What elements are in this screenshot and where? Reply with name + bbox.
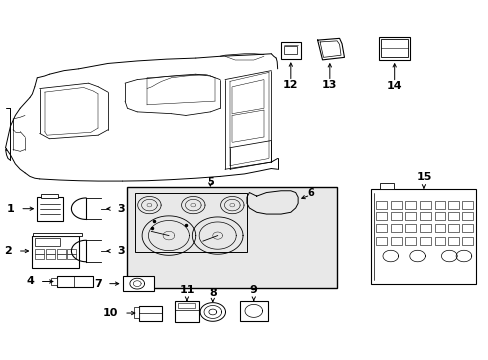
Bar — [447, 201, 458, 209]
Bar — [178, 303, 195, 309]
Bar — [434, 212, 445, 220]
Bar — [390, 224, 401, 231]
Bar — [405, 212, 415, 220]
Bar — [379, 183, 393, 189]
Text: 6: 6 — [306, 188, 313, 198]
Bar — [57, 276, 93, 287]
Bar — [461, 212, 472, 220]
Text: 11: 11 — [179, 285, 194, 295]
Bar — [375, 212, 386, 220]
Bar — [419, 212, 430, 220]
Text: 15: 15 — [415, 172, 431, 182]
Bar — [434, 224, 445, 231]
Bar — [175, 301, 198, 322]
Bar — [122, 276, 154, 291]
Bar — [390, 201, 401, 209]
Bar — [37, 197, 62, 221]
Bar — [434, 237, 445, 244]
Text: 13: 13 — [322, 80, 337, 90]
Bar — [33, 233, 82, 236]
Text: 3: 3 — [118, 204, 125, 214]
Text: 3: 3 — [118, 246, 125, 256]
Bar — [447, 224, 458, 231]
Bar — [375, 201, 386, 209]
Bar — [283, 45, 297, 54]
Bar — [390, 237, 401, 244]
Bar — [370, 189, 475, 284]
Bar — [239, 301, 267, 321]
Bar — [461, 224, 472, 231]
Bar — [35, 249, 44, 253]
Bar — [378, 37, 409, 60]
Bar — [51, 278, 57, 285]
Bar — [419, 224, 430, 231]
Bar — [461, 201, 472, 209]
Text: 8: 8 — [208, 288, 216, 298]
Bar — [447, 212, 458, 220]
Text: 12: 12 — [283, 80, 298, 90]
Bar — [375, 237, 386, 244]
Bar — [419, 201, 430, 209]
Text: 5: 5 — [206, 177, 213, 187]
Text: 14: 14 — [386, 81, 402, 91]
Bar — [57, 249, 65, 253]
Text: 10: 10 — [102, 308, 118, 318]
Bar — [46, 254, 55, 258]
Text: 4: 4 — [27, 276, 35, 287]
Bar — [447, 237, 458, 244]
Bar — [135, 193, 246, 252]
Bar — [461, 237, 472, 244]
Bar — [380, 40, 407, 57]
Text: 9: 9 — [249, 285, 257, 295]
Bar — [67, 254, 76, 258]
Bar — [67, 249, 76, 253]
Bar — [390, 212, 401, 220]
Bar — [32, 235, 79, 268]
Bar — [405, 201, 415, 209]
Text: 1: 1 — [6, 204, 14, 214]
Bar — [57, 254, 65, 258]
Bar — [134, 307, 139, 318]
Bar — [35, 254, 44, 258]
Bar — [281, 42, 300, 59]
Bar — [35, 238, 60, 246]
Bar — [419, 237, 430, 244]
Text: 7: 7 — [94, 279, 102, 289]
Bar — [41, 194, 58, 198]
Bar — [46, 249, 55, 253]
Bar — [405, 237, 415, 244]
Bar — [434, 201, 445, 209]
Bar — [127, 187, 336, 288]
Bar — [375, 224, 386, 231]
Bar — [405, 224, 415, 231]
Bar — [139, 306, 162, 320]
Text: 2: 2 — [4, 246, 11, 256]
